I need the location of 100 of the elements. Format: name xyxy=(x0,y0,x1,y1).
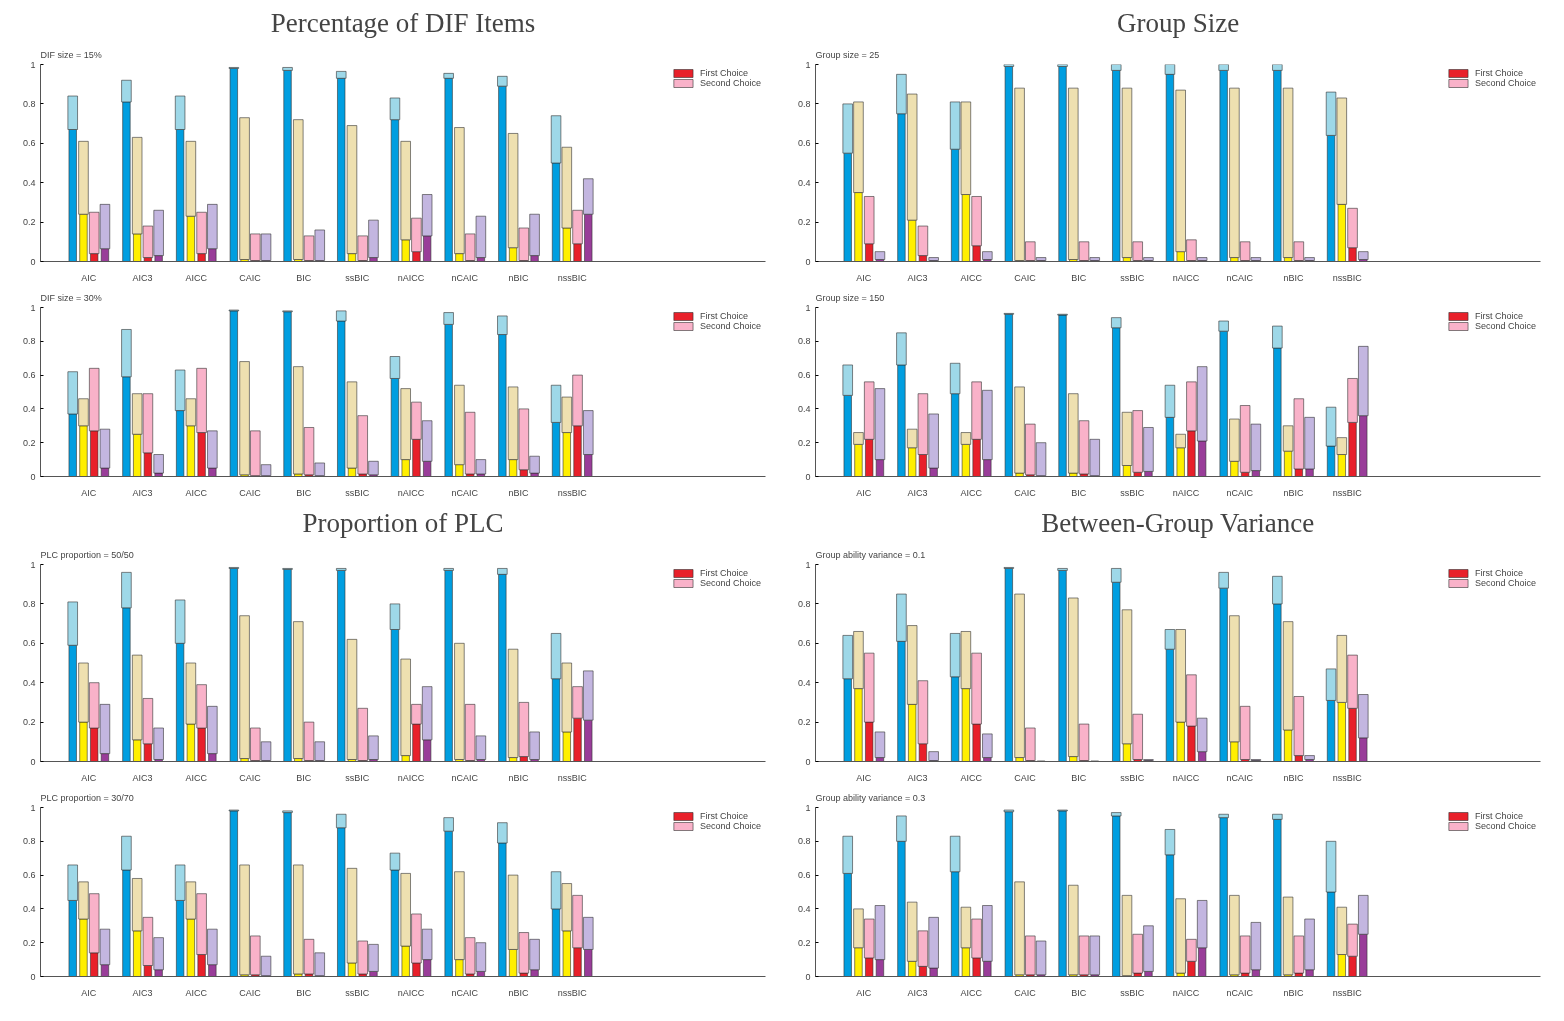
x-tick-label: ssBIC xyxy=(345,772,370,783)
x-tick-label: AIC3 xyxy=(132,987,153,998)
x-tick-label: nCAIC xyxy=(451,987,479,998)
y-tick-label: 1 xyxy=(30,802,36,813)
y-tick-label: 0.4 xyxy=(22,677,36,688)
x-tick-label: nAICC xyxy=(1172,487,1200,498)
x-tick-label: CAIC xyxy=(239,987,262,998)
y-tick-label: 1 xyxy=(805,302,811,313)
y-tick-label: 1 xyxy=(30,302,36,313)
y-tick-label: 0 xyxy=(805,471,811,482)
y-tick-label: 0.2 xyxy=(22,937,36,948)
x-tick-label: BIC xyxy=(296,272,312,283)
y-tick-label: 0.2 xyxy=(797,217,811,228)
x-tick-label: ssBIC xyxy=(1120,272,1145,283)
y-tick-label: 1 xyxy=(805,59,811,70)
x-tick-label: AICC xyxy=(960,487,983,498)
x-tick-label: CAIC xyxy=(1014,487,1037,498)
chart-subtitle: Group ability variance = 0.3 xyxy=(815,792,926,803)
x-tick-label: nBIC xyxy=(1283,772,1304,783)
chart-subtitle: Group ability variance = 0.1 xyxy=(815,549,926,560)
x-tick-label: BIC xyxy=(1071,772,1087,783)
y-tick-label: 0.6 xyxy=(22,138,36,149)
chart-title: Group Size xyxy=(1116,7,1240,38)
x-tick-label: nCAIC xyxy=(1226,487,1254,498)
y-tick-label: 0.2 xyxy=(797,717,811,728)
x-tick-label: nAICC xyxy=(1172,772,1200,783)
y-tick-label: 0.4 xyxy=(22,903,36,914)
x-tick-label: nAICC xyxy=(397,987,425,998)
x-tick-label: nBIC xyxy=(1283,987,1304,998)
x-tick-label: AIC3 xyxy=(907,772,928,783)
y-tick-label: 0.2 xyxy=(797,437,811,448)
x-tick-label: nCAIC xyxy=(451,487,479,498)
x-tick-label: AIC xyxy=(81,987,97,998)
x-tick-label: CAIC xyxy=(239,487,262,498)
legend-label: Second Choice xyxy=(1474,578,1536,588)
x-tick-label: nssBIC xyxy=(557,272,588,283)
x-tick-label: CAIC xyxy=(239,772,262,783)
x-tick-label: nBIC xyxy=(1283,272,1304,283)
x-tick-label: AIC3 xyxy=(907,487,928,498)
x-tick-label: BIC xyxy=(1071,987,1087,998)
chart-subtitle: DIF size = 15% xyxy=(40,49,102,60)
x-tick-label: nAICC xyxy=(1172,272,1200,283)
y-tick-label: 0.8 xyxy=(22,598,36,609)
x-tick-label: CAIC xyxy=(239,272,262,283)
legend-label: First Choice xyxy=(699,811,748,821)
y-tick-label: 0 xyxy=(805,256,811,267)
y-tick-label: 0.4 xyxy=(22,403,36,414)
chart-subtitle: DIF size = 30% xyxy=(40,292,102,303)
x-tick-label: nssBIC xyxy=(1332,987,1363,998)
y-tick-label: 0.2 xyxy=(797,937,811,948)
x-tick-label: BIC xyxy=(296,987,312,998)
legend-label: Second Choice xyxy=(1474,78,1536,88)
y-tick-label: 0.8 xyxy=(22,98,36,109)
x-tick-label: AICC xyxy=(185,487,208,498)
x-tick-label: AIC3 xyxy=(907,272,928,283)
x-tick-label: AIC3 xyxy=(132,487,153,498)
chart-subtitle: Group size = 150 xyxy=(815,292,885,303)
y-tick-label: 0.4 xyxy=(22,177,36,188)
x-tick-label: nCAIC xyxy=(451,772,479,783)
x-tick-label: ssBIC xyxy=(345,272,370,283)
y-tick-label: 0.2 xyxy=(22,717,36,728)
x-tick-label: AIC xyxy=(81,487,97,498)
x-tick-label: nssBIC xyxy=(1332,772,1363,783)
legend-label: Second Choice xyxy=(1474,321,1536,331)
x-tick-label: AIC xyxy=(856,487,872,498)
chart-title: Percentage of DIF Items xyxy=(270,7,536,38)
x-tick-label: ssBIC xyxy=(1120,987,1145,998)
y-tick-label: 0.8 xyxy=(22,336,36,347)
x-tick-label: ssBIC xyxy=(345,987,370,998)
x-tick-label: AIC xyxy=(81,272,97,283)
y-tick-label: 0.8 xyxy=(797,98,811,109)
chart-title: Proportion of PLC xyxy=(302,507,504,538)
x-tick-label: nCAIC xyxy=(451,272,479,283)
legend-label: First Choice xyxy=(1474,311,1523,321)
y-tick-label: 0.4 xyxy=(797,903,811,914)
y-tick-label: 0.2 xyxy=(22,437,36,448)
x-tick-label: nssBIC xyxy=(1332,272,1363,283)
x-tick-label: AICC xyxy=(185,772,208,783)
chart-title: Between-Group Variance xyxy=(1041,507,1315,538)
y-tick-label: 0.6 xyxy=(797,870,811,881)
x-tick-label: BIC xyxy=(1071,487,1087,498)
x-tick-label: AICC xyxy=(185,987,208,998)
x-tick-label: BIC xyxy=(296,772,312,783)
x-tick-label: CAIC xyxy=(1014,987,1037,998)
y-tick-label: 0.6 xyxy=(797,638,811,649)
x-tick-label: CAIC xyxy=(1014,272,1037,283)
y-tick-label: 0.8 xyxy=(22,836,36,847)
legend-label: Second Choice xyxy=(1474,821,1536,831)
x-tick-label: nCAIC xyxy=(1226,987,1254,998)
legend-label: Second Choice xyxy=(699,578,761,588)
x-tick-label: nBIC xyxy=(508,272,529,283)
x-tick-label: AICC xyxy=(960,772,983,783)
x-tick-label: ssBIC xyxy=(1120,487,1145,498)
y-tick-label: 1 xyxy=(805,802,811,813)
chart-subtitle: Group size = 25 xyxy=(815,49,880,60)
x-tick-label: nssBIC xyxy=(557,487,588,498)
y-tick-label: 0.6 xyxy=(22,370,36,381)
x-tick-label: nAICC xyxy=(397,487,425,498)
y-tick-label: 0 xyxy=(805,756,811,767)
y-tick-label: 0.4 xyxy=(797,177,811,188)
